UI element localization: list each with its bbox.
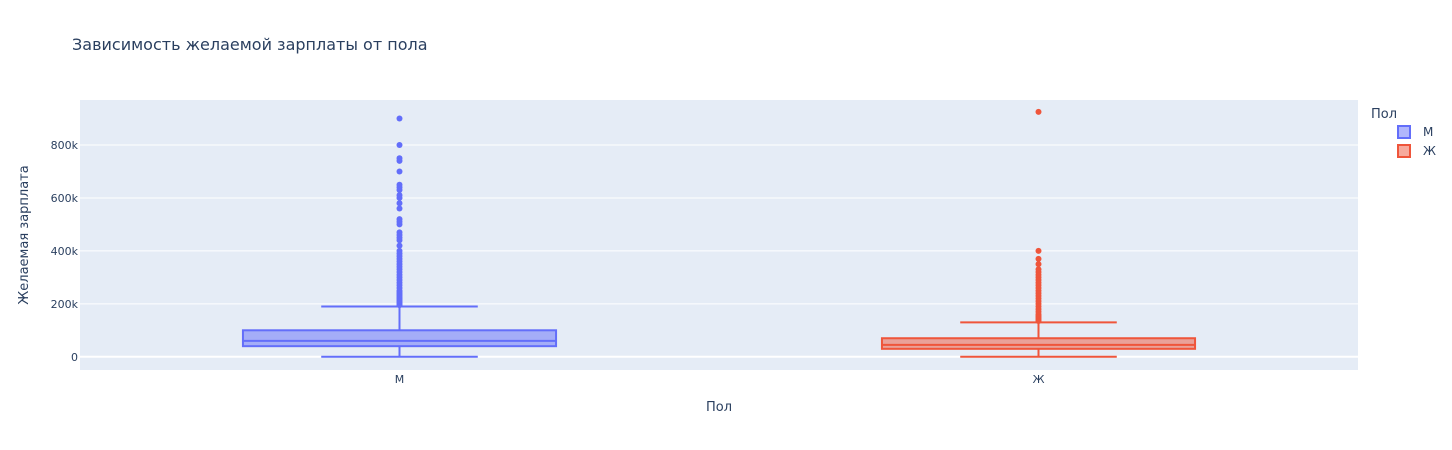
x-axis-title: Пол (706, 400, 732, 415)
outlier-point (1035, 108, 1042, 115)
outlier-point (396, 205, 403, 212)
outlier-point (396, 242, 403, 249)
outlier-point (396, 168, 403, 175)
outlier-point (396, 247, 403, 254)
outlier-point (396, 155, 403, 162)
y-tick-label: 600k (51, 192, 79, 205)
y-axis-ticks: 0 200k 400k 600k 800k (51, 139, 79, 364)
y-tick-label: 800k (51, 139, 79, 152)
outlier-point (396, 216, 403, 223)
legend-label: М (1423, 125, 1433, 139)
legend-label: Ж (1423, 144, 1436, 158)
grid-lines (80, 144, 1358, 358)
outlier-point (1035, 261, 1042, 268)
box-series-layer (241, 108, 1197, 358)
legend-swatch (1397, 144, 1411, 158)
box-series (241, 115, 558, 358)
x-tick-label: Ж (1033, 373, 1045, 386)
outlier-point (396, 200, 403, 207)
legend-title: Пол (1371, 107, 1397, 122)
outlier-point (1035, 255, 1042, 262)
outlier-point (1035, 247, 1042, 254)
legend[interactable]: Пол МЖ (1371, 107, 1436, 158)
outlier-point (396, 192, 403, 199)
box-iqr (241, 329, 558, 348)
outlier-point (396, 181, 403, 188)
legend-swatch (1397, 125, 1411, 139)
box-iqr (880, 337, 1197, 350)
chart-title: Зависимость желаемой зарплаты от пола (72, 35, 428, 54)
legend-item[interactable]: Ж (1397, 144, 1436, 158)
outlier-point (396, 142, 403, 148)
y-tick-label: 200k (51, 298, 79, 311)
box-series (880, 108, 1197, 358)
legend-item[interactable]: М (1397, 125, 1433, 139)
legend-items: МЖ (1397, 125, 1436, 158)
y-axis-title: Желаемая зарплата (17, 165, 32, 304)
y-tick-label: 400k (51, 245, 79, 258)
y-tick-label: 0 (71, 351, 78, 364)
outlier-point (396, 115, 403, 122)
outlier-point (396, 229, 403, 236)
x-tick-label: М (395, 373, 405, 386)
outlier-point (1035, 266, 1042, 273)
